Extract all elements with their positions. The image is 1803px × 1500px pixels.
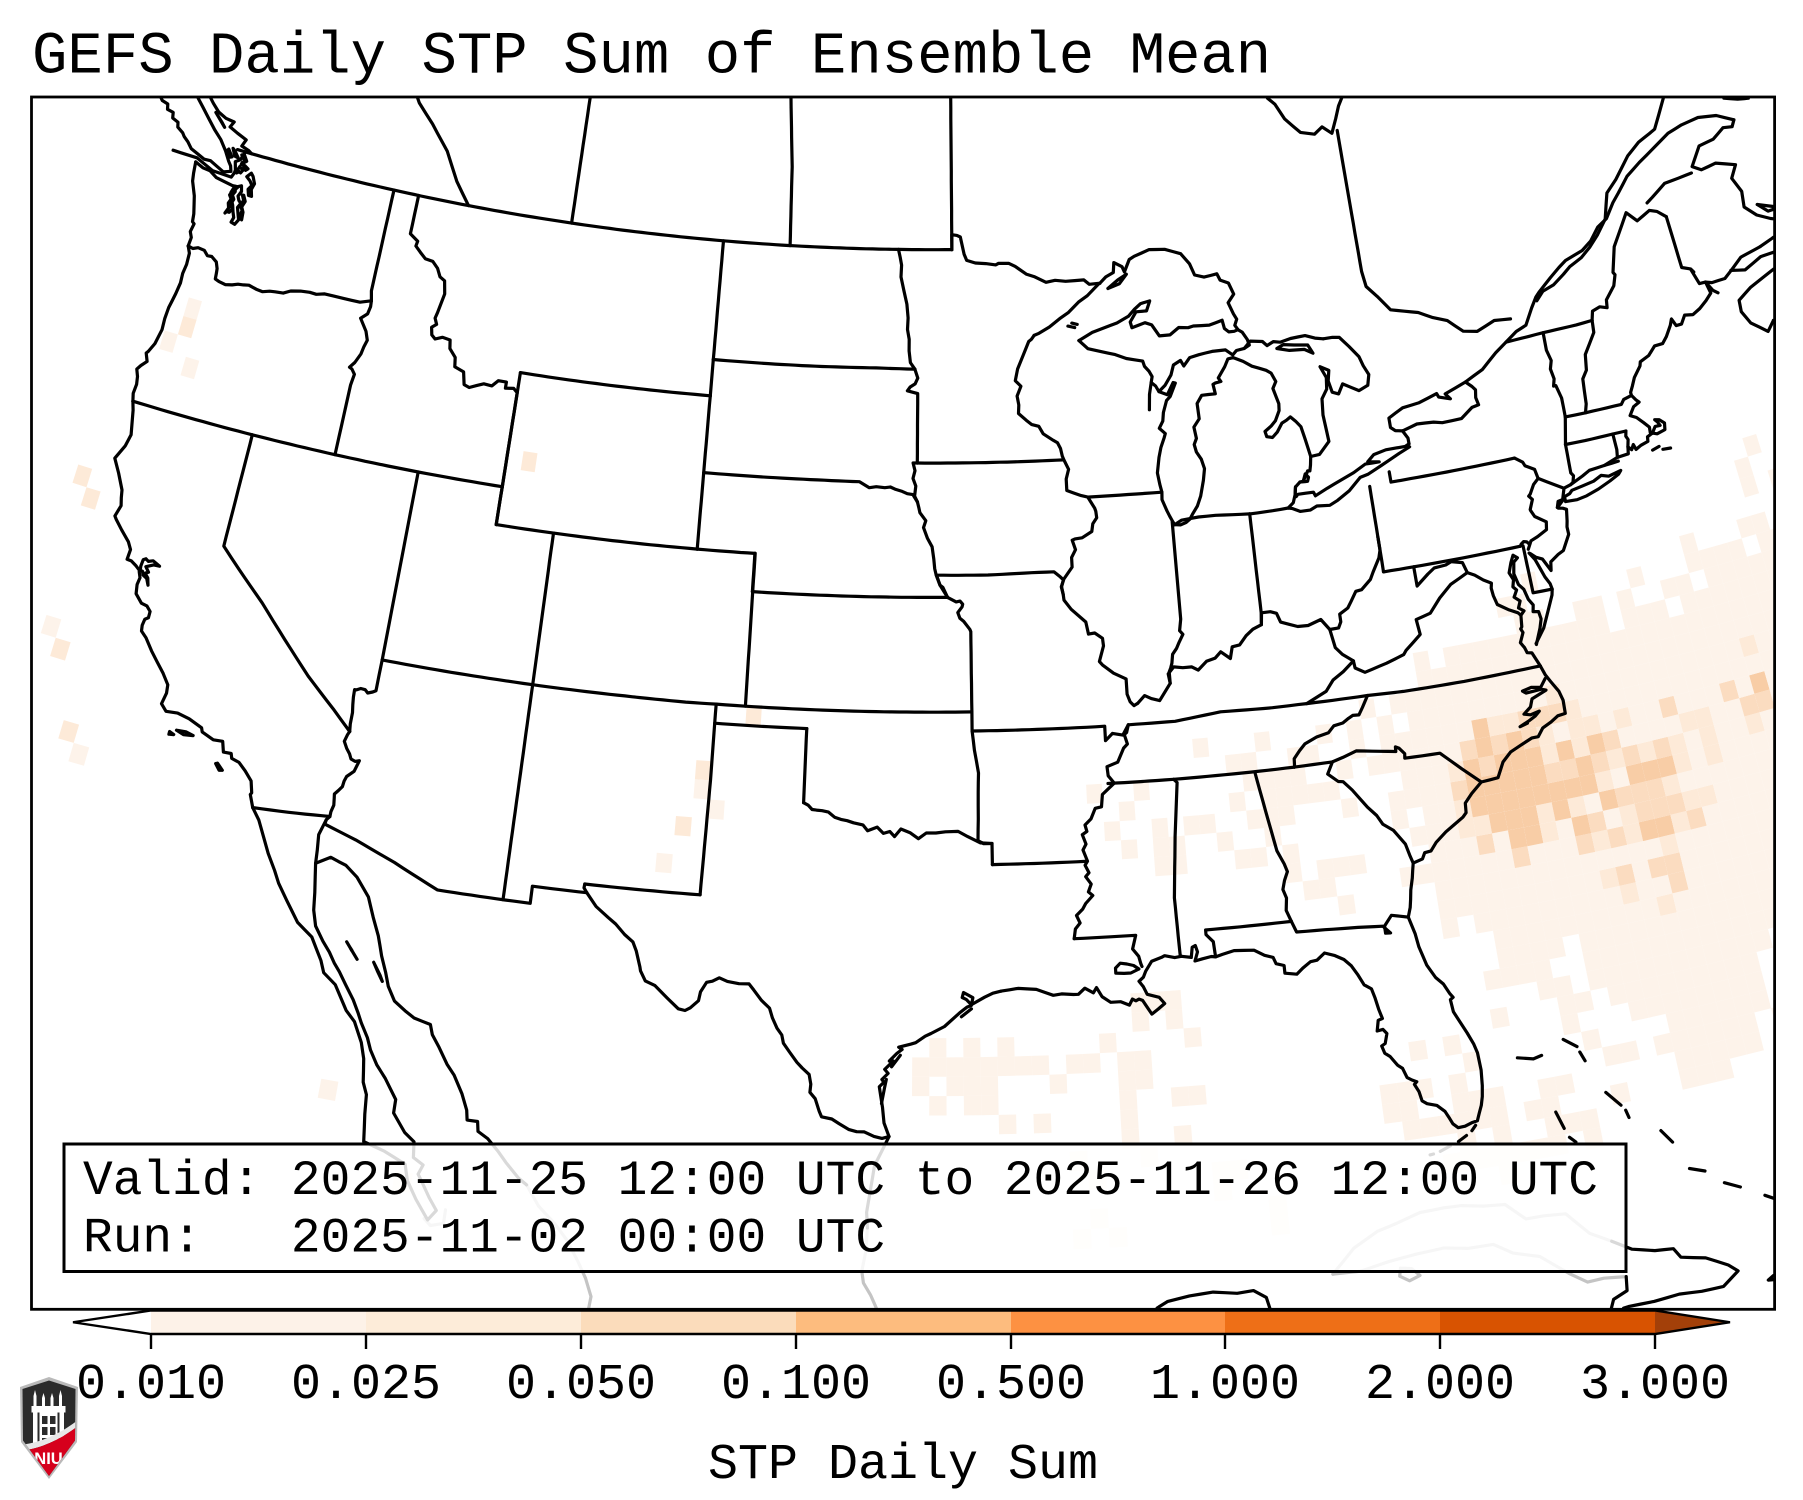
svg-text:0.010: 0.010 (76, 1357, 226, 1414)
svg-text:1.000: 1.000 (1150, 1357, 1300, 1414)
svg-text:0.500: 0.500 (936, 1357, 1086, 1414)
svg-text:0.025: 0.025 (291, 1357, 441, 1414)
svg-text:0.050: 0.050 (506, 1357, 656, 1414)
svg-text:2.000: 2.000 (1365, 1357, 1515, 1414)
svg-text:0.100: 0.100 (721, 1357, 871, 1414)
svg-text:NIU: NIU (34, 1450, 62, 1468)
svg-text:STP Daily Sum: STP Daily Sum (708, 1437, 1098, 1494)
svg-text:GEFS Daily STP Sum of Ensemble: GEFS Daily STP Sum of Ensemble Mean (32, 24, 1271, 91)
svg-text:Valid: 2025-11-25 12:00 UTC to: Valid: 2025-11-25 12:00 UTC to 2025-11-2… (83, 1153, 1598, 1209)
svg-text:Run: 2025-11-02 00:00 UTC: Run: 2025-11-02 00:00 UTC (83, 1211, 885, 1267)
svg-text:3.000: 3.000 (1580, 1357, 1730, 1414)
